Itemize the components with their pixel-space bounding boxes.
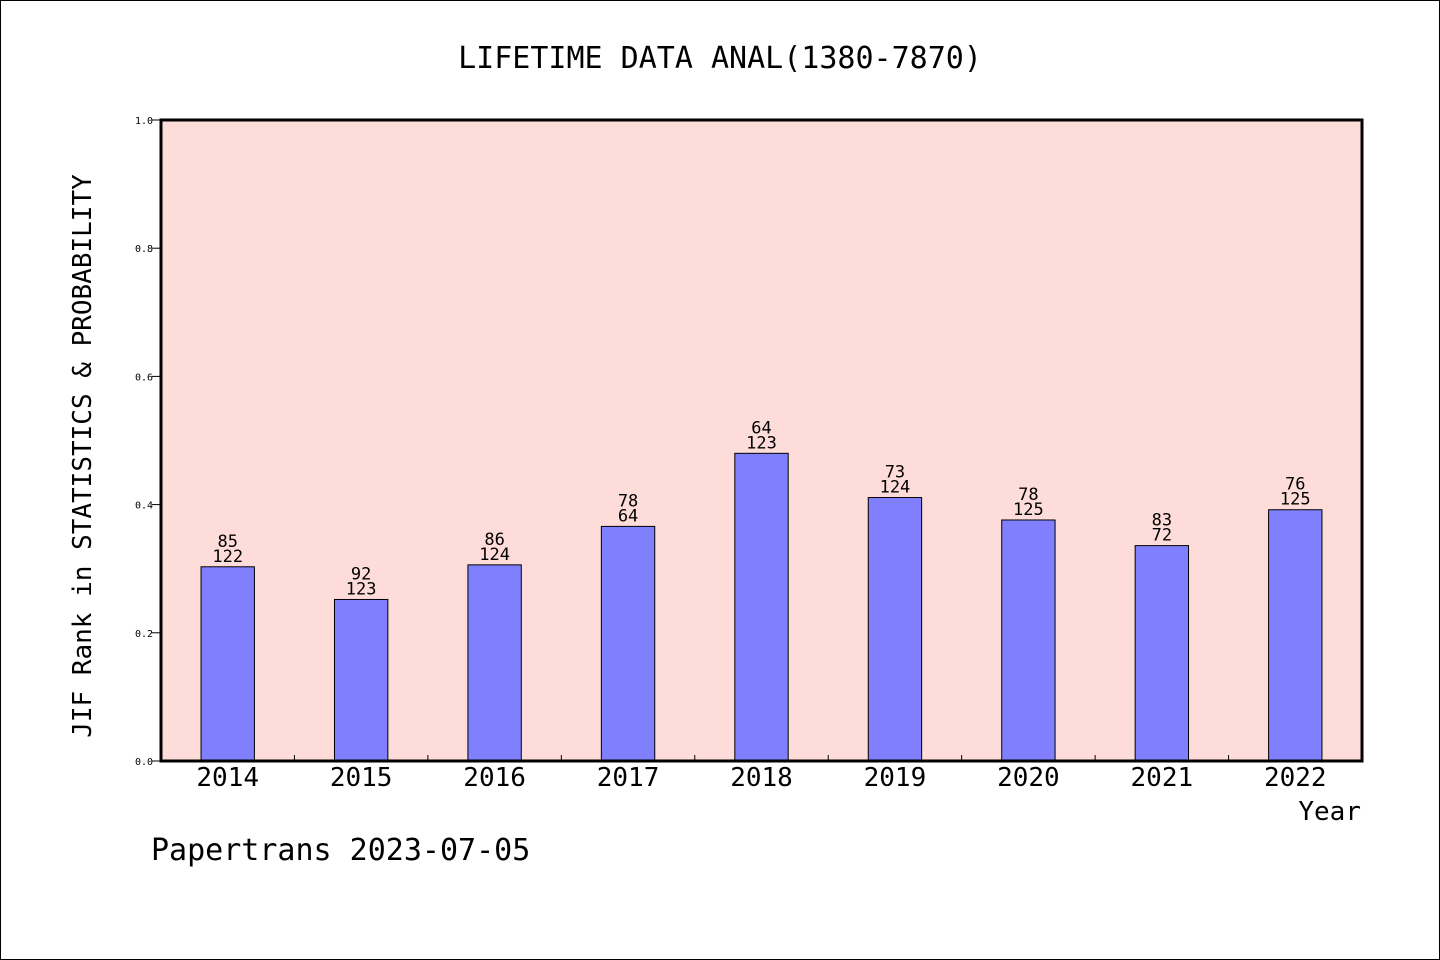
y-tick-label: 0.8 xyxy=(135,244,153,255)
bar xyxy=(1268,509,1323,762)
bar xyxy=(734,452,789,762)
footer-note: Papertrans 2023-07-05 xyxy=(151,833,531,868)
data-label-bottom: 64 xyxy=(618,506,638,526)
y-axis: 0.0 0.2 0.4 0.6 0.8 1.0 xyxy=(135,116,161,768)
data-label-bottom: 124 xyxy=(479,545,510,565)
data-label-top: 76 xyxy=(1285,475,1305,495)
y-tick-label: 0.4 xyxy=(135,501,153,512)
y-tick-label: 0.2 xyxy=(135,629,153,640)
data-label-bottom: 125 xyxy=(1280,490,1311,510)
bar xyxy=(1001,519,1056,762)
data-label-top: 78 xyxy=(1018,485,1038,505)
data-label-top: 83 xyxy=(1152,511,1172,531)
data-label-top: 86 xyxy=(484,530,504,550)
data-label-top: 78 xyxy=(618,491,638,511)
data-label-top: 64 xyxy=(751,418,771,438)
data-label-bottom: 123 xyxy=(346,579,377,599)
x-axis-label: Year xyxy=(1298,797,1361,827)
bar xyxy=(867,497,923,762)
bar xyxy=(1134,545,1190,762)
x-tick-label: 2019 xyxy=(864,763,927,793)
data-label-bottom: 124 xyxy=(880,478,911,498)
x-tick-label: 2017 xyxy=(597,763,660,793)
x-tick-label: 2016 xyxy=(463,763,526,793)
x-tick-label: 2018 xyxy=(730,763,793,793)
data-label-top: 92 xyxy=(351,564,371,584)
x-axis: 2014 2015 2016 2017 2018 2019 2020 2021 2022 xyxy=(160,755,1363,793)
data-label-top: 73 xyxy=(885,463,905,483)
data-label-bottom: 125 xyxy=(1013,500,1044,520)
bar xyxy=(200,566,255,762)
x-tick-label: 2022 xyxy=(1264,763,1327,793)
data-label-top: 85 xyxy=(217,532,237,552)
data-label-bottom: 72 xyxy=(1152,526,1172,546)
x-tick-label: 2015 xyxy=(330,763,393,793)
y-axis-label: JIF Rank in STATISTICS & PROBABILITY xyxy=(68,174,98,738)
y-tick-label: 0.6 xyxy=(135,372,153,383)
x-tick-label: 2021 xyxy=(1131,763,1194,793)
data-label-bottom: 122 xyxy=(212,547,243,567)
x-tick-label: 2014 xyxy=(196,763,259,793)
data-label-bottom: 123 xyxy=(746,433,777,453)
chart-title: LIFETIME DATA ANAL(1380-7870) xyxy=(458,41,982,76)
plot-frame xyxy=(159,118,1364,763)
y-tick-label: 0.0 xyxy=(135,757,153,768)
x-tick-label: 2020 xyxy=(997,763,1060,793)
bar xyxy=(467,564,522,762)
bar xyxy=(600,525,656,762)
y-tick-label: 1.0 xyxy=(135,116,153,127)
bar xyxy=(333,598,389,762)
